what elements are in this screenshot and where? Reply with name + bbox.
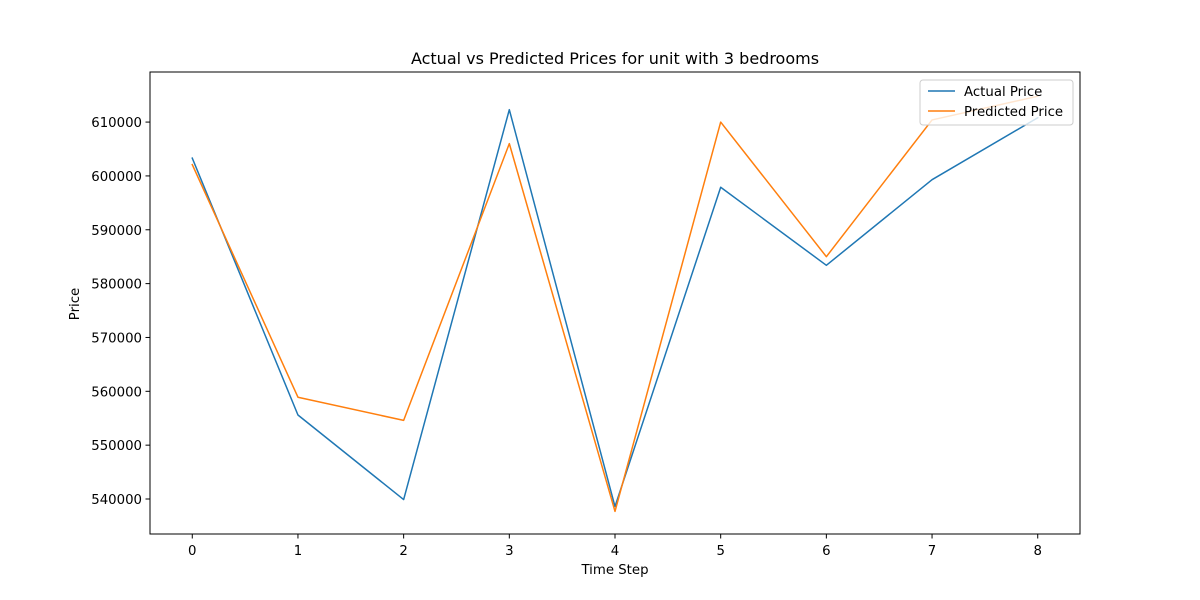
x-tick-label: 7 <box>928 544 936 559</box>
y-tick-label: 610000 <box>91 116 142 131</box>
x-tick-label: 1 <box>294 544 302 559</box>
chart-title: Actual vs Predicted Prices for unit with… <box>411 49 819 68</box>
x-tick-label: 8 <box>1033 544 1041 559</box>
legend-box <box>919 79 1074 126</box>
y-tick-label: 600000 <box>91 170 142 185</box>
legend-label: Actual Price <box>964 85 1042 100</box>
y-axis-label: Price <box>68 288 83 320</box>
y-tick-label: 560000 <box>91 385 142 400</box>
axes-frame <box>149 71 1081 535</box>
plot-area: 0 1 2 3 4 5 6 7 8 540000 550000 560000 570000 580000 5… <box>91 71 1081 559</box>
y-tick-label: 550000 <box>91 439 142 454</box>
x-tick-label: 3 <box>505 544 513 559</box>
series-line-predicted-price <box>191 95 1039 513</box>
y-tick-label: 570000 <box>91 331 142 346</box>
legend: Actual Price Predicted Price <box>919 79 1074 126</box>
series-line-actual-price <box>191 108 1039 508</box>
x-tick-label: 0 <box>188 544 196 559</box>
legend-label: Predicted Price <box>964 105 1063 120</box>
x-tick-label: 4 <box>611 544 619 559</box>
x-tick-label: 2 <box>399 544 407 559</box>
y-tick-label: 540000 <box>91 493 142 508</box>
x-axis-label: Time Step <box>580 563 648 578</box>
y-tick-label: 590000 <box>91 224 142 239</box>
y-tick-label: 580000 <box>91 278 142 293</box>
x-tick-label: 6 <box>822 544 830 559</box>
x-tick-label: 5 <box>716 544 724 559</box>
